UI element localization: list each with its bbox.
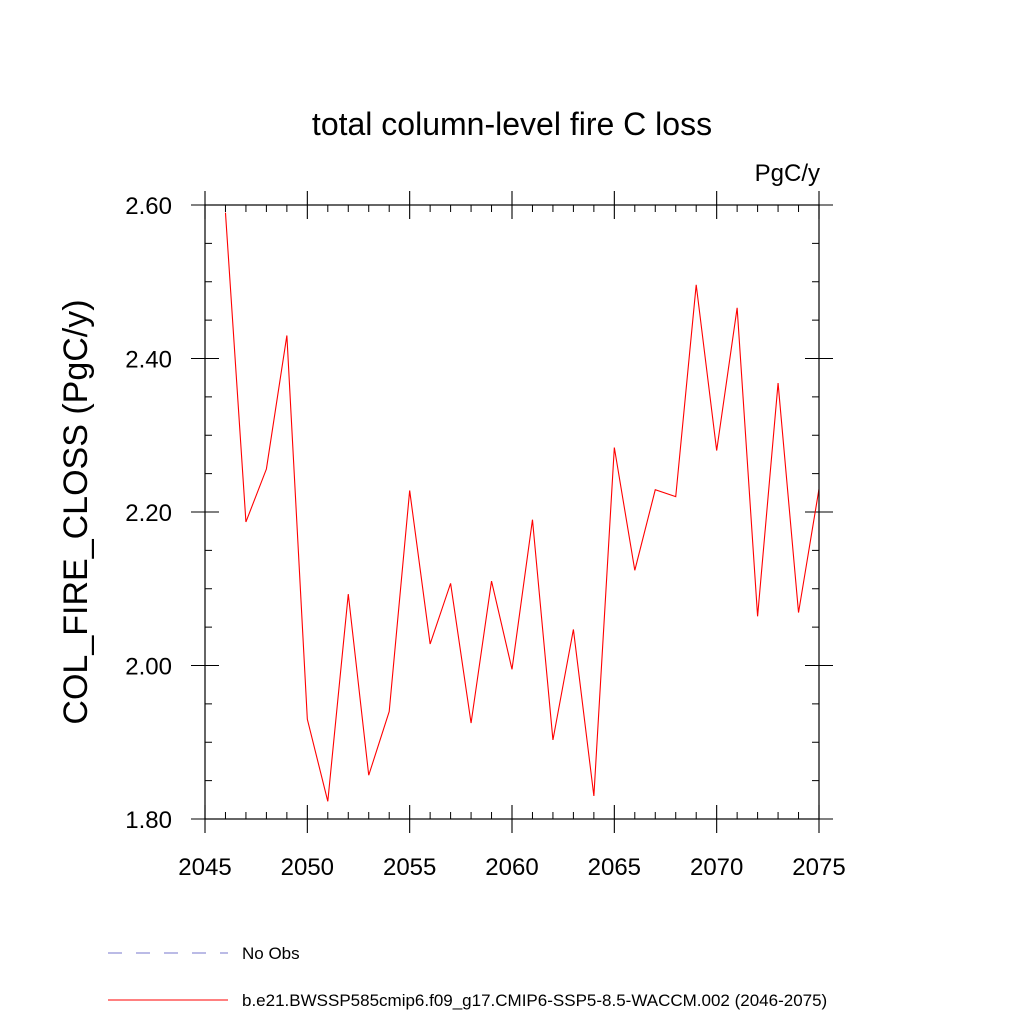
x-tick-label: 2055	[383, 854, 436, 881]
data-series	[224, 212, 820, 802]
y-tick-label: 2.40	[125, 347, 172, 374]
y-axis-label: COL_FIRE_CLOSS (PgC/y)	[57, 299, 95, 724]
x-tick-label: 2070	[690, 854, 743, 881]
x-tick-label: 2050	[281, 854, 334, 881]
x-tick-label: 2060	[485, 854, 538, 881]
x-tick-label: 2065	[588, 854, 641, 881]
axis-ticks: 2045 2050 2055 2060 2065 2070 2075 1.80 2.00 2.20…	[125, 191, 846, 881]
series-line	[224, 212, 820, 802]
y-tick-label: 1.80	[125, 807, 172, 834]
x-tick-label: 2045	[178, 854, 231, 881]
plot-area-frame	[204, 204, 820, 820]
x-tick-label: 2075	[792, 854, 845, 881]
y-tick-label: 2.00	[125, 654, 172, 681]
legend: No Obs b.e21.BWSSP585cmip6.f09_g17.CMIP6-…	[108, 944, 827, 1010]
legend-label: b.e21.BWSSP585cmip6.f09_g17.CMIP6-SSP5-8…	[242, 991, 827, 1010]
y-tick-label: 2.20	[125, 500, 172, 527]
legend-label: No Obs	[242, 944, 300, 963]
units-label: PgC/y	[755, 160, 820, 187]
chart-title: total column-level fire C loss	[312, 106, 712, 142]
y-tick-label: 2.60	[125, 193, 172, 220]
